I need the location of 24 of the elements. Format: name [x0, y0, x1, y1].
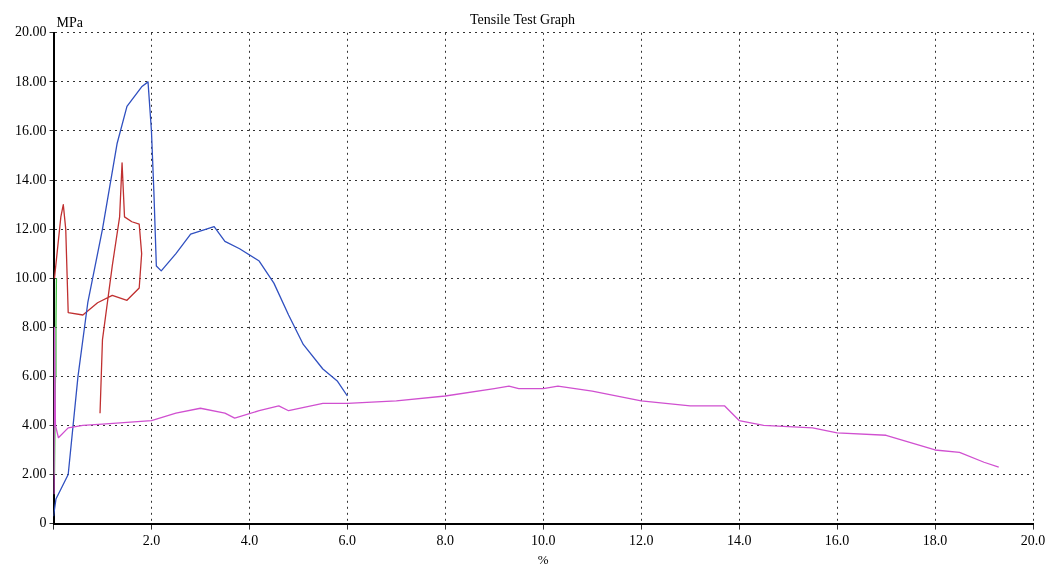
x-tick-label: 14.0 — [726, 532, 752, 548]
y-tick-label: 14.00 — [15, 171, 47, 187]
y-tick-label: 16.00 — [15, 122, 47, 138]
x-tick-label: 8.0 — [436, 532, 455, 548]
x-axis-title: % — [537, 551, 549, 567]
y-tick-label: 0 — [39, 515, 47, 531]
y-tick-label: 12.00 — [15, 220, 47, 236]
x-tick-label: 16.0 — [824, 532, 850, 548]
y-tick-label: 2.00 — [22, 466, 47, 482]
y-tick-label: 20.00 — [15, 24, 47, 40]
x-tick-label: 4.0 — [240, 532, 259, 548]
x-tick-label: 10.0 — [531, 532, 556, 548]
y-tick-label: 10.00 — [15, 269, 47, 285]
y-tick-label: 4.00 — [22, 417, 47, 433]
x-tick-label: 20.0 — [1020, 532, 1046, 548]
y-tick-label: 18.00 — [15, 73, 47, 89]
y-tick-label: 6.00 — [22, 368, 47, 384]
y-axis-title: MPa — [56, 15, 84, 31]
chart-title: Tensile Test Graph — [469, 12, 576, 28]
x-tick-label: 6.0 — [338, 532, 357, 548]
x-tick-label: 18.0 — [922, 532, 948, 548]
y-tick-label: 8.00 — [22, 318, 47, 334]
x-tick-label: 12.0 — [628, 532, 654, 548]
x-tick-label: 2.0 — [142, 532, 161, 548]
